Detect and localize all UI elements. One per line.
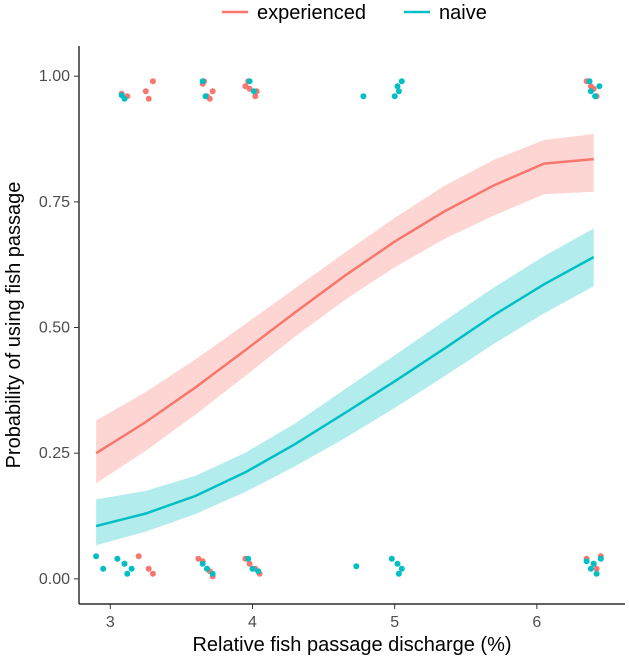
point-naive [360,93,367,100]
legend-label-naive: naive [439,2,487,24]
point-naive [249,565,256,572]
ribbon-naive [96,228,594,546]
point-naive [93,553,100,560]
ribbons [96,134,594,546]
point-experienced [209,88,216,95]
point-experienced [145,95,152,102]
fit-line-naive [95,256,595,528]
point-naive [209,570,216,577]
point-experienced [149,78,156,85]
point-naive [586,78,593,85]
point-naive [199,78,206,85]
point-naive [121,560,128,567]
y-tick-label: 0.50 [39,320,70,337]
y-tick-label: 0.25 [39,445,70,462]
point-naive [114,555,121,562]
point-experienced [593,565,600,572]
point-naive [394,83,401,90]
point-naive [398,565,405,572]
point-naive [199,560,206,567]
x-tick-label: 4 [248,614,257,631]
y-axis-title: Probability of using fish passage [3,182,25,469]
point-naive [250,88,257,95]
point-naive [204,565,210,572]
y-tick-label: 1.00 [39,68,70,85]
point-naive [587,88,594,95]
point-naive [398,78,405,85]
point-naive [394,560,401,567]
points [93,78,604,580]
point-naive [593,570,600,577]
point-naive [245,555,252,562]
point-naive [590,560,597,567]
ribbon-experienced [96,134,594,484]
point-naive [395,570,402,577]
x-axis-title: Relative fish passage discharge (%) [192,634,511,656]
point-naive [592,93,599,100]
legend: experienced naive [222,2,487,24]
point-naive [395,88,402,95]
point-experienced [135,553,142,560]
point-experienced [252,93,259,100]
y-tick-label: 0.00 [39,571,70,588]
legend-label-experienced: experienced [257,2,366,24]
point-experienced [246,560,253,567]
y-tick-label: 0.75 [39,194,70,211]
point-naive [597,555,604,562]
point-naive [100,565,107,572]
x-tick-label: 3 [106,614,115,631]
point-experienced [142,88,149,95]
fit-line-experienced [95,157,594,455]
point-naive [128,565,135,572]
point-naive [391,93,398,100]
point-experienced [145,565,152,572]
x-ticks: 3 4 5 6 [106,604,541,631]
fit-lines [95,157,595,528]
point-naive [121,95,128,102]
point-naive [596,83,603,90]
point-naive [353,563,360,570]
point-naive [124,570,131,577]
point-naive [587,565,594,572]
x-tick-label: 5 [390,614,399,631]
point-experienced [149,570,156,577]
point-naive [246,78,253,85]
point-naive [583,558,590,565]
y-ticks: 0.00 0.25 0.50 0.75 1.00 [39,68,79,588]
x-tick-label: 6 [532,614,541,631]
point-naive [255,568,262,575]
point-naive [202,93,209,100]
point-naive [388,555,395,562]
